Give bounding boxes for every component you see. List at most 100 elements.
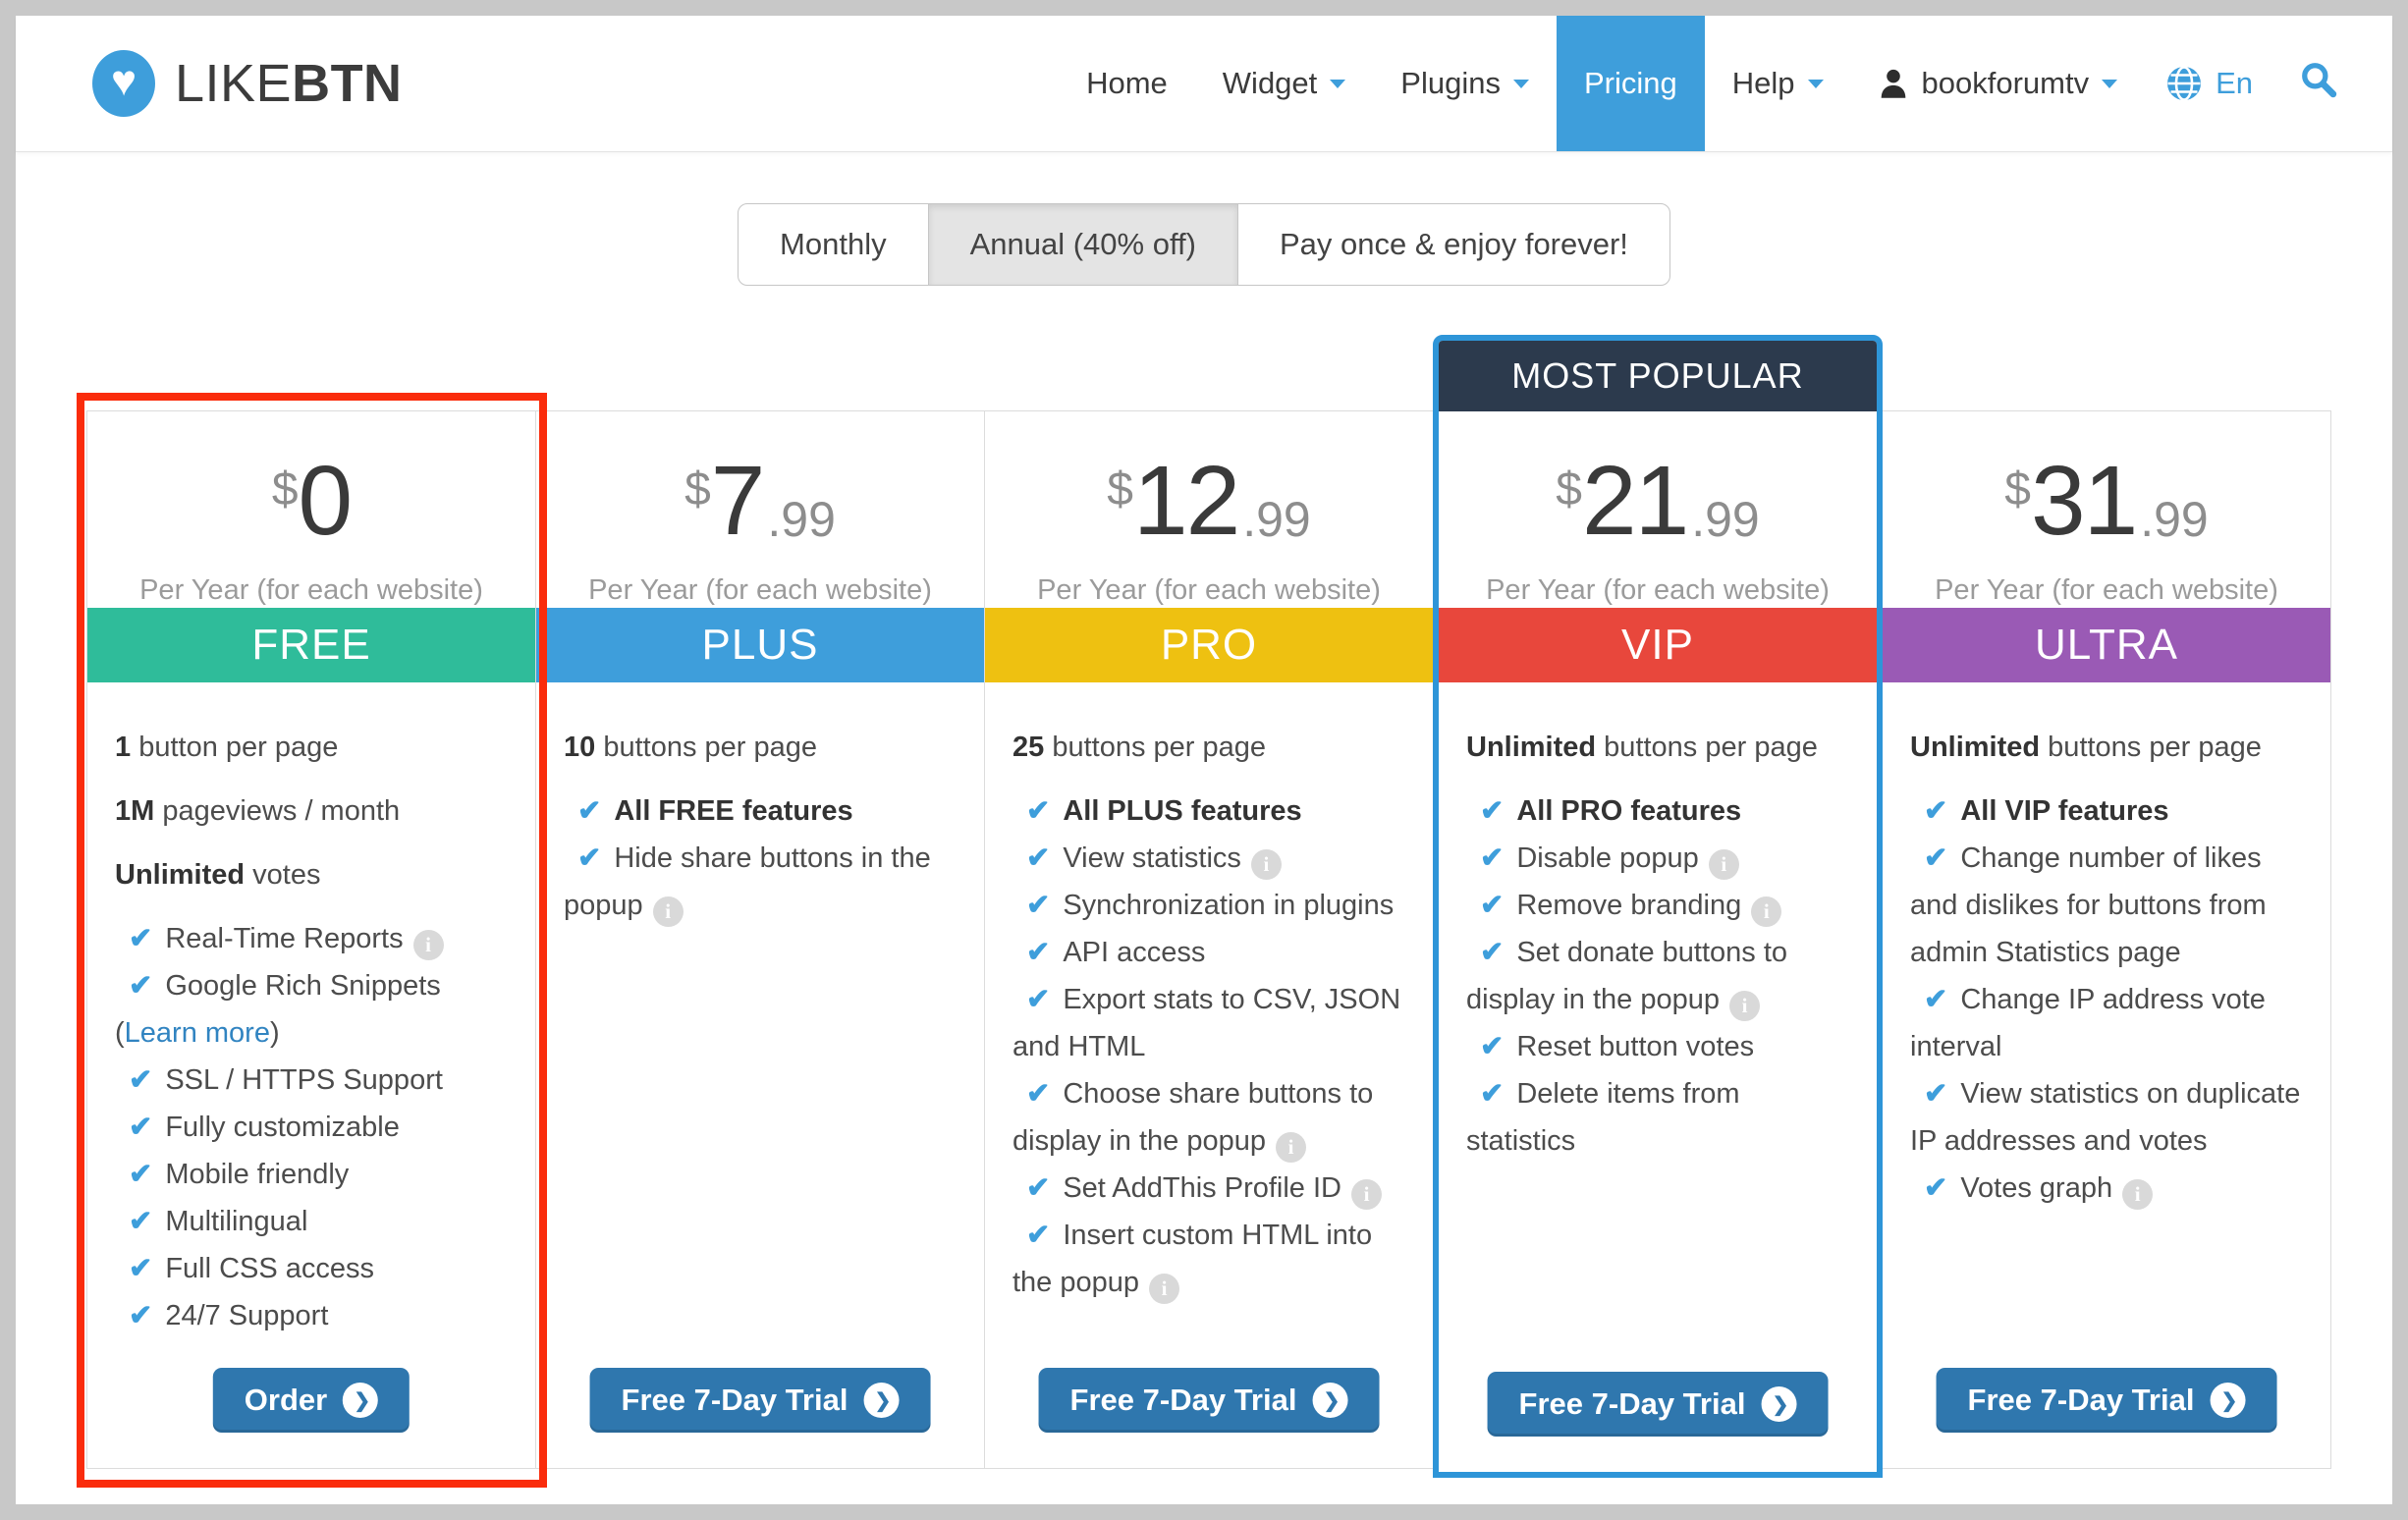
price-integer: 21 (1581, 446, 1689, 556)
info-icon[interactable]: i (1149, 1274, 1180, 1304)
feature-bold-text: Unlimited (1910, 732, 2041, 763)
feature-item: ✔ All FREE features (564, 787, 960, 835)
feature-bold-text: All PRO features (1516, 795, 1742, 827)
site-logo[interactable]: ♥ LIKEBTN (92, 16, 403, 151)
check-icon: ✔ (1026, 1220, 1051, 1251)
check-icon: ✔ (129, 970, 153, 1002)
feature-item: ✔ Insert custom HTML into the popup i (1012, 1212, 1409, 1306)
feature-item: ✔ View statistics on duplicate IP address… (1910, 1078, 2301, 1157)
feature-item: ✔ Real-Time Reports i (115, 915, 512, 962)
chevron-down-icon (1512, 79, 1529, 88)
top-navbar: ♥ LIKEBTN Home Widget Plugins Pricing He… (16, 16, 2392, 152)
feature-item: ✔ Synchronization in plugins (1026, 890, 1395, 921)
username: bookforumtv (1921, 66, 2090, 100)
info-icon[interactable]: i (652, 896, 684, 927)
search-icon (2300, 61, 2337, 106)
check-icon: ✔ (1924, 984, 1948, 1015)
info-icon[interactable]: i (412, 930, 444, 960)
feature-bold-text: All FREE features (614, 795, 853, 827)
nav-item-pricing[interactable]: Pricing (1556, 16, 1705, 151)
currency-symbol: $ (684, 463, 711, 516)
user-menu[interactable]: bookforumtv (1851, 16, 2146, 151)
price-cents: .99 (767, 492, 836, 547)
check-icon: ✔ (1026, 890, 1051, 921)
feature-bold-text: 1 (115, 732, 132, 763)
check-icon: ✔ (1480, 1031, 1505, 1062)
search-button[interactable] (2274, 16, 2363, 151)
feature-item: ✔ Remove branding i (1466, 882, 1853, 929)
cta-label: Free 7-Day Trial (1967, 1383, 2195, 1417)
cta-label: Free 7-Day Trial (621, 1383, 848, 1417)
chevron-down-icon (1330, 79, 1346, 88)
cta-button-pro[interactable]: Free 7-Day Trial ❯ (1038, 1368, 1380, 1433)
nav-item-widget[interactable]: Widget (1195, 16, 1373, 151)
billing-option-pay-once[interactable]: Pay once & enjoy forever! (1236, 204, 1669, 285)
cta-button-vip[interactable]: Free 7-Day Trial ❯ (1487, 1372, 1829, 1437)
plan-price-ultra: $31.99 Per Year (for each website) (1883, 411, 2330, 608)
info-icon[interactable]: i (2122, 1179, 2154, 1210)
info-icon[interactable]: i (1250, 849, 1282, 880)
info-icon[interactable]: i (1751, 896, 1782, 927)
check-icon: ✔ (1480, 937, 1505, 968)
feature-item: ✔ Hide share buttons in the popup i (564, 835, 960, 929)
check-icon: ✔ (1924, 1078, 1948, 1110)
price-cents: .99 (2140, 492, 2209, 547)
language-switcher[interactable]: En (2145, 16, 2274, 151)
check-icon: ✔ (1026, 984, 1051, 1015)
cta-button-ultra[interactable]: Free 7-Day Trial ❯ (1936, 1368, 2277, 1433)
price-integer: 7 (710, 446, 766, 556)
nav-item-help[interactable]: Help (1705, 16, 1851, 151)
check-icon: ✔ (1924, 842, 1948, 874)
plan-card-vip: MOST POPULAR $21.99 Per Year (for each web… (1433, 335, 1883, 1478)
price-value: $31.99 (2004, 446, 2209, 556)
plan-card-free: $0 Per Year (for each website) FREE 1 butto… (77, 393, 547, 1488)
learn-more-link[interactable]: Learn more (124, 1017, 270, 1049)
feature-item: ✔ Set AddThis Profile ID i (1012, 1165, 1409, 1212)
chevron-down-icon (2102, 79, 2118, 88)
chevron-circle-right-icon: ❯ (2210, 1383, 2246, 1418)
chevron-down-icon (1807, 79, 1824, 88)
feature-item: ✔ View statistics i (1012, 835, 1409, 882)
check-icon: ✔ (129, 1253, 153, 1284)
check-icon: ✔ (1480, 1078, 1505, 1110)
feature-item: 10 buttons per page (564, 732, 817, 763)
heart-icon: ♥ (110, 57, 137, 105)
feature-item: ✔ Fully customizable (129, 1112, 400, 1143)
price-value: $7.99 (684, 446, 836, 556)
check-icon: ✔ (1924, 795, 1948, 827)
plan-card-plus: $7.99 Per Year (for each website) PLUS 10 b… (535, 410, 985, 1469)
cta-label: Order (244, 1383, 328, 1417)
check-icon: ✔ (1026, 842, 1051, 874)
nav-item-home[interactable]: Home (1059, 16, 1195, 151)
info-icon[interactable]: i (1351, 1179, 1382, 1210)
brand-second: BTN (292, 54, 403, 113)
check-icon: ✔ (1480, 795, 1505, 827)
pricing-cards: $0 Per Year (for each website) FREE 1 butto… (77, 335, 2331, 1488)
nav-label: Widget (1222, 66, 1318, 100)
price-integer: 31 (2030, 446, 2138, 556)
nav-label: Home (1086, 66, 1168, 100)
feature-item: ✔ 24/7 Support (129, 1300, 329, 1331)
globe-icon (2166, 66, 2202, 101)
nav-item-plugins[interactable]: Plugins (1373, 16, 1557, 151)
most-popular-banner: MOST POPULAR (1439, 341, 1877, 411)
feature-item: ✔ Change number of likes and dislikes for… (1910, 842, 2267, 968)
check-icon: ✔ (129, 1159, 153, 1190)
billing-toggle-wrap: Monthly Annual (40% off) Pay once & enjo… (16, 203, 2392, 286)
info-icon[interactable]: i (1728, 991, 1760, 1021)
feature-bold-text: 1M (115, 795, 155, 827)
check-icon: ✔ (577, 842, 602, 874)
feature-item: ✔ Export stats to CSV, JSON and HTML (1012, 984, 1401, 1062)
cta-button-plus[interactable]: Free 7-Day Trial ❯ (589, 1368, 931, 1433)
plan-name-banner-free: FREE (87, 608, 535, 682)
billing-option-monthly[interactable]: Monthly (780, 227, 887, 261)
info-icon[interactable]: i (1275, 1132, 1306, 1163)
feature-item: ✔ All PRO features (1466, 787, 1853, 835)
feature-item: (Learn more) (115, 1017, 280, 1049)
cta-button-free[interactable]: Order ❯ (212, 1368, 410, 1433)
price-value: $12.99 (1107, 452, 1310, 550)
billing-option-annual[interactable]: Annual (40% off) (927, 204, 1237, 285)
plan-card-ultra: $31.99 Per Year (for each website) ULTRA Un… (1882, 410, 2331, 1469)
info-icon[interactable]: i (1708, 849, 1739, 880)
plan-period: Per Year (for each website) (139, 574, 483, 606)
